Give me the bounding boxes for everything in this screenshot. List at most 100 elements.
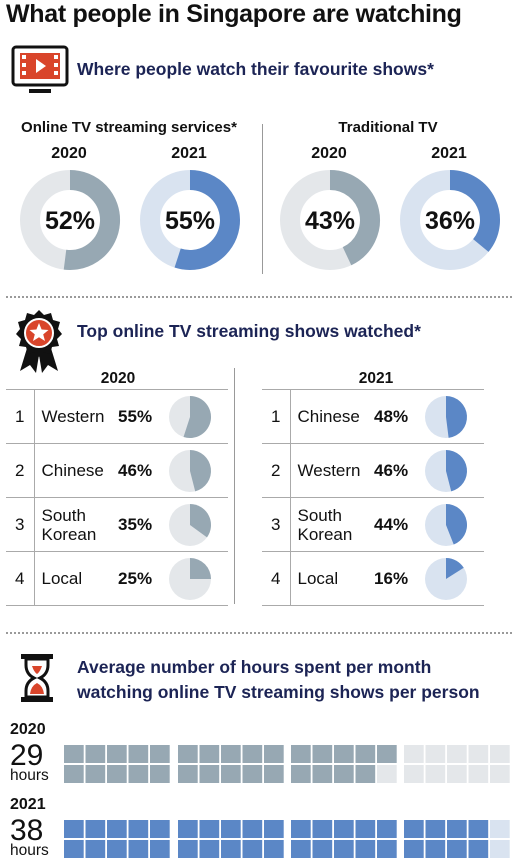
- hour-square: [291, 840, 311, 858]
- hour-square: [312, 820, 333, 838]
- table-row: 4 Local 25%: [6, 551, 228, 606]
- hour-square: [199, 745, 220, 763]
- award-ribbon-icon: [16, 310, 62, 373]
- donut-year: 2021: [431, 145, 467, 162]
- category-name: Local: [34, 551, 119, 606]
- category-percent: 25%: [118, 551, 165, 606]
- hour-square: [377, 840, 397, 858]
- category-pie-cell: [420, 390, 484, 444]
- hour-square: [150, 745, 170, 763]
- hour-square: [490, 765, 510, 783]
- hour-square: [334, 840, 354, 858]
- section-divider: [6, 296, 512, 298]
- category-pie-cell: [420, 443, 484, 498]
- hour-square: [128, 840, 149, 858]
- hour-square: [490, 840, 510, 858]
- donut-label: 55%: [165, 207, 215, 235]
- hour-square: [468, 765, 489, 783]
- hour-square: [64, 820, 84, 838]
- hours-year-2021: 2021: [10, 796, 46, 813]
- hour-square: [221, 840, 241, 858]
- donut-year: 2021: [171, 145, 207, 162]
- hours-value-2020: 29: [10, 739, 44, 772]
- hour-square: [291, 765, 311, 783]
- hour-square: [199, 765, 220, 783]
- section-divider: [6, 632, 512, 634]
- table-2021: 1 Chinese 48% 2 Western 46% 3 South Korean 44% 4 Lo…: [262, 390, 484, 606]
- hour-square: [468, 840, 489, 858]
- section3-title-line2: watching online TV streaming shows per p…: [77, 682, 480, 702]
- section3-title-line1: Average number of hours spent per month: [77, 657, 432, 677]
- pie-slice: [189, 449, 211, 491]
- hour-square: [377, 765, 397, 783]
- hour-square: [64, 765, 84, 783]
- hour-square: [264, 745, 284, 763]
- group-online-label: Online TV streaming services*: [21, 119, 237, 136]
- donut-label: 36%: [425, 207, 475, 235]
- donut-slice: [329, 170, 380, 266]
- donut-year: 2020: [311, 145, 347, 162]
- category-percent: 16%: [374, 551, 421, 606]
- hour-square: [334, 765, 354, 783]
- category-percent: 48%: [374, 390, 421, 444]
- donut-label: 52%: [45, 207, 95, 235]
- category-percent: 55%: [118, 390, 165, 444]
- table-row: 1 Chinese 48%: [262, 390, 484, 444]
- hour-square: [150, 765, 170, 783]
- table-row: 2 Chinese 46%: [6, 443, 228, 498]
- hour-square: [64, 840, 84, 858]
- category-pie-cell: [420, 551, 484, 606]
- donut-tv-2020: 43%: [280, 170, 380, 270]
- hour-square: [242, 820, 263, 838]
- hour-square: [425, 765, 446, 783]
- category-percent: 44%: [374, 497, 421, 552]
- category-pie: [424, 557, 467, 600]
- hour-square: [468, 745, 489, 763]
- table-row: 4 Local 16%: [262, 551, 484, 606]
- hour-square: [221, 820, 241, 838]
- table-2020-year: 2020: [100, 370, 136, 387]
- table-2020: 1 Western 55% 2 Chinese 46% 3 South Korean 35% 4 Lo…: [6, 390, 228, 606]
- hour-square: [85, 745, 106, 763]
- hour-square: [85, 820, 106, 838]
- hour-square: [490, 820, 510, 838]
- table-2021-rule: [262, 389, 484, 390]
- hour-square: [178, 745, 198, 763]
- rank-number: 1: [6, 390, 35, 444]
- category-pie: [168, 449, 211, 492]
- hour-square: [150, 840, 170, 858]
- table-2021-year: 2021: [358, 370, 394, 387]
- pie-slice: [445, 395, 467, 438]
- category-name: Chinese: [34, 443, 119, 498]
- pie-slice: [189, 503, 211, 537]
- hour-square: [221, 765, 241, 783]
- hour-square: [264, 840, 284, 858]
- hour-square: [447, 820, 467, 838]
- category-pie-cell: [164, 551, 228, 606]
- donut-year: 2020: [51, 145, 87, 162]
- hour-square: [107, 765, 127, 783]
- category-pie: [424, 503, 467, 546]
- hour-square: [334, 745, 354, 763]
- hours-unit-2020: hours: [10, 767, 49, 784]
- hour-square: [107, 840, 127, 858]
- hour-square: [355, 765, 376, 783]
- hour-square: [425, 840, 446, 858]
- category-pie: [424, 449, 467, 492]
- category-name: South Korean: [34, 497, 119, 552]
- hour-square: [107, 745, 127, 763]
- table-row: 1 Western 55%: [6, 390, 228, 444]
- hours-value-2021: 38: [10, 814, 44, 847]
- hour-square: [355, 820, 376, 838]
- table-row: 3 South Korean 35%: [6, 497, 228, 552]
- hour-square: [312, 765, 333, 783]
- hour-square: [85, 765, 106, 783]
- hour-square: [199, 840, 220, 858]
- hour-square: [404, 820, 424, 838]
- pie-slice: [189, 557, 211, 579]
- category-pie-cell: [164, 497, 228, 552]
- rank-number: 2: [262, 443, 291, 498]
- table-row: 2 Western 46%: [262, 443, 484, 498]
- category-name: South Korean: [290, 497, 375, 552]
